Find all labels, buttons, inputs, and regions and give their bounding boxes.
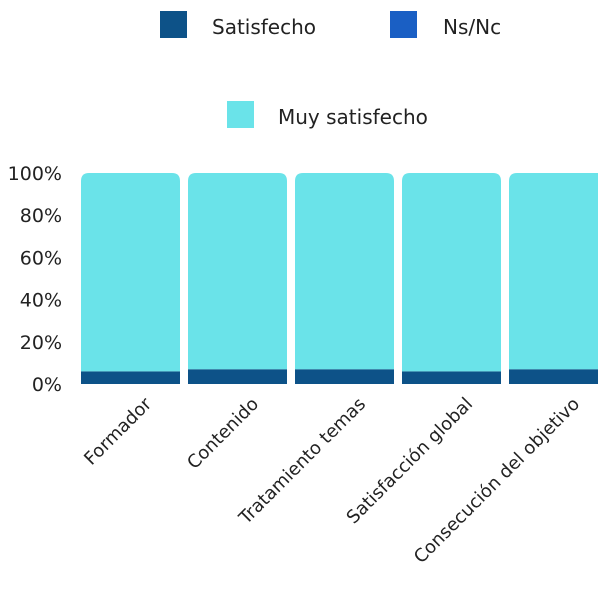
bar-satisfecho-formador bbox=[81, 371, 180, 384]
legend-label-muy-satisfecho: Muy satisfecho bbox=[278, 105, 428, 129]
x-tick-label-formador: Formador bbox=[80, 393, 156, 469]
legend-swatch-muy-satisfecho bbox=[227, 101, 254, 128]
y-tick-label: 100% bbox=[8, 163, 62, 185]
legend: Satisfecho Ns/Nc Muy satisfecho bbox=[160, 11, 501, 129]
bar-satisfecho-contenido bbox=[188, 369, 287, 384]
legend-label-ns-nc: Ns/Nc bbox=[443, 15, 501, 39]
bar-satisfecho-satisfaccion-global bbox=[402, 371, 501, 384]
bar-muy-satisfecho-tratamiento-temas bbox=[295, 173, 394, 370]
legend-swatch-satisfecho bbox=[160, 11, 187, 38]
bar-group-contenido bbox=[188, 173, 287, 384]
bar-group-tratamiento-temas bbox=[295, 173, 394, 384]
y-tick-label: 0% bbox=[32, 374, 62, 396]
y-tick-label: 20% bbox=[20, 332, 62, 354]
bar-group-consecucion-del-objetivo bbox=[509, 173, 598, 384]
x-tick-label-contenido: Contenido bbox=[183, 394, 263, 474]
y-tick-label: 80% bbox=[20, 205, 62, 227]
bar-muy-satisfecho-satisfaccion-global bbox=[402, 173, 501, 372]
bar-group-formador bbox=[81, 173, 180, 384]
bar-muy-satisfecho-formador bbox=[81, 173, 180, 372]
bar-muy-satisfecho-consecucion-del-objetivo bbox=[509, 173, 598, 370]
y-tick-label: 40% bbox=[20, 290, 62, 312]
bar-satisfecho-consecucion-del-objetivo bbox=[509, 369, 598, 384]
legend-swatch-ns-nc bbox=[390, 11, 417, 38]
legend-label-satisfecho: Satisfecho bbox=[212, 15, 316, 39]
y-axis: 0% 20% 40% 60% 80% 100% bbox=[8, 163, 62, 396]
y-tick-label: 60% bbox=[20, 247, 62, 269]
bar-group-satisfaccion-global bbox=[402, 173, 501, 384]
bar-satisfecho-tratamiento-temas bbox=[295, 369, 394, 384]
bars bbox=[81, 173, 598, 384]
bar-muy-satisfecho-contenido bbox=[188, 173, 287, 370]
